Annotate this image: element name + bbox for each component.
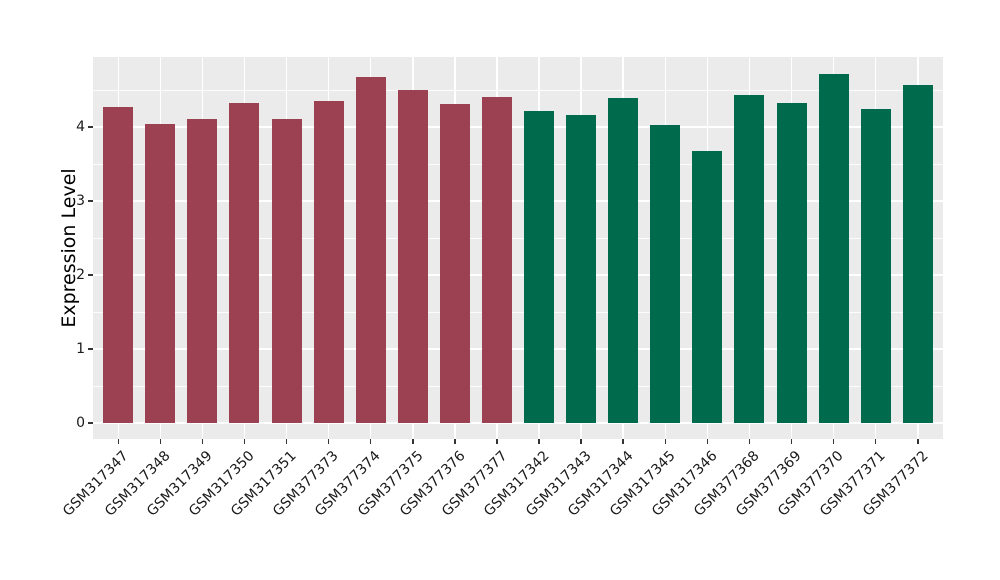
bar-GSM317347 (103, 107, 134, 423)
gridline-minor-y3.5 (93, 163, 943, 165)
x-tick-GSM317345 (664, 439, 667, 444)
gridline-minor-y1.5 (93, 311, 943, 313)
x-tick-label-GSM377371: GSM377371 (817, 448, 890, 520)
x-tick-label-GSM377376: GSM377376 (396, 448, 469, 520)
gridline-major-y0 (93, 422, 943, 424)
x-tick-label-GSM317350: GSM317350 (186, 448, 258, 520)
x-tick-label-GSM317342: GSM317342 (480, 448, 553, 520)
gridline-minor-y2.5 (93, 237, 943, 239)
x-tick-GSM377377 (496, 439, 498, 444)
x-tick-GSM377374 (369, 439, 372, 444)
x-tick-GSM377369 (790, 439, 793, 444)
x-tick-GSM317351 (285, 439, 288, 444)
bar-GSM377370 (818, 73, 849, 423)
x-tick-GSM317344 (622, 439, 624, 444)
bar-GSM317345 (650, 124, 681, 423)
x-tick-label-GSM317345: GSM317345 (607, 448, 679, 520)
x-tick-GSM377371 (874, 439, 877, 444)
x-tick-GSM317348 (159, 439, 162, 444)
gridline-major-y4 (93, 126, 943, 128)
x-tick-label-GSM317351: GSM317351 (228, 448, 300, 520)
x-tick-label-GSM317344: GSM317344 (564, 448, 637, 520)
x-tick-label-GSM317343: GSM317343 (522, 448, 595, 520)
x-tick-GSM377372 (917, 439, 919, 444)
x-tick-label-GSM317347: GSM317347 (59, 448, 132, 520)
bar-GSM317346 (692, 150, 723, 423)
bar-GSM317351 (271, 118, 302, 423)
gridline-major-y2 (93, 274, 943, 276)
plot-panel (93, 57, 943, 439)
gridline-minor-y4.5 (93, 89, 943, 91)
bar-GSM377372 (902, 84, 933, 423)
x-tick-label-GSM317349: GSM317349 (144, 448, 216, 520)
bar-GSM317344 (608, 98, 639, 423)
x-tick-label-GSM377373: GSM377373 (270, 448, 342, 520)
x-tick-label-GSM377377: GSM377377 (438, 448, 511, 520)
x-tick-label-GSM377368: GSM377368 (691, 448, 763, 520)
x-tick-label-GSM377374: GSM377374 (312, 448, 385, 520)
y-tick-label-1: 1 (76, 341, 85, 357)
x-tick-GSM377376 (454, 439, 456, 444)
bar-GSM377371 (860, 108, 891, 423)
x-tick-GSM377373 (327, 439, 330, 444)
gridline-major-y1 (93, 348, 943, 350)
bar-GSM317342 (524, 110, 555, 423)
x-tick-GSM317343 (580, 439, 582, 444)
gridline-major-y3 (93, 200, 943, 202)
x-tick-label-GSM317346: GSM317346 (649, 448, 721, 520)
y-axis-title: Expression Level (58, 168, 80, 328)
x-tick-label-GSM377375: GSM377375 (354, 448, 427, 520)
x-tick-label-GSM377370: GSM377370 (775, 448, 847, 520)
bar-GSM377375 (397, 90, 428, 423)
bar-GSM317348 (145, 124, 176, 423)
x-tick-GSM317346 (706, 439, 709, 444)
x-tick-GSM377368 (748, 439, 751, 444)
bar-GSM317350 (229, 103, 260, 423)
bar-GSM377368 (734, 95, 765, 423)
x-tick-GSM377375 (412, 439, 414, 444)
x-tick-label-GSM377372: GSM377372 (859, 448, 932, 520)
x-tick-GSM317342 (538, 439, 540, 444)
bar-GSM377377 (481, 96, 512, 423)
gridline-minor-y0.5 (93, 385, 943, 387)
x-tick-GSM317349 (201, 439, 204, 444)
y-tick-label-0: 0 (76, 415, 85, 431)
x-tick-label-GSM317348: GSM317348 (102, 448, 174, 520)
bar-GSM317343 (566, 115, 597, 423)
x-tick-GSM317350 (243, 439, 246, 444)
bar-GSM377374 (355, 77, 386, 423)
bar-GSM377376 (439, 104, 470, 423)
y-tick-label-4: 4 (76, 119, 85, 135)
bar-GSM377373 (313, 101, 344, 423)
x-tick-label-GSM377369: GSM377369 (733, 448, 805, 520)
bar-GSM317349 (187, 118, 218, 423)
x-tick-GSM377370 (832, 439, 835, 444)
x-tick-GSM317347 (117, 439, 119, 444)
bar-GSM377369 (776, 103, 807, 423)
